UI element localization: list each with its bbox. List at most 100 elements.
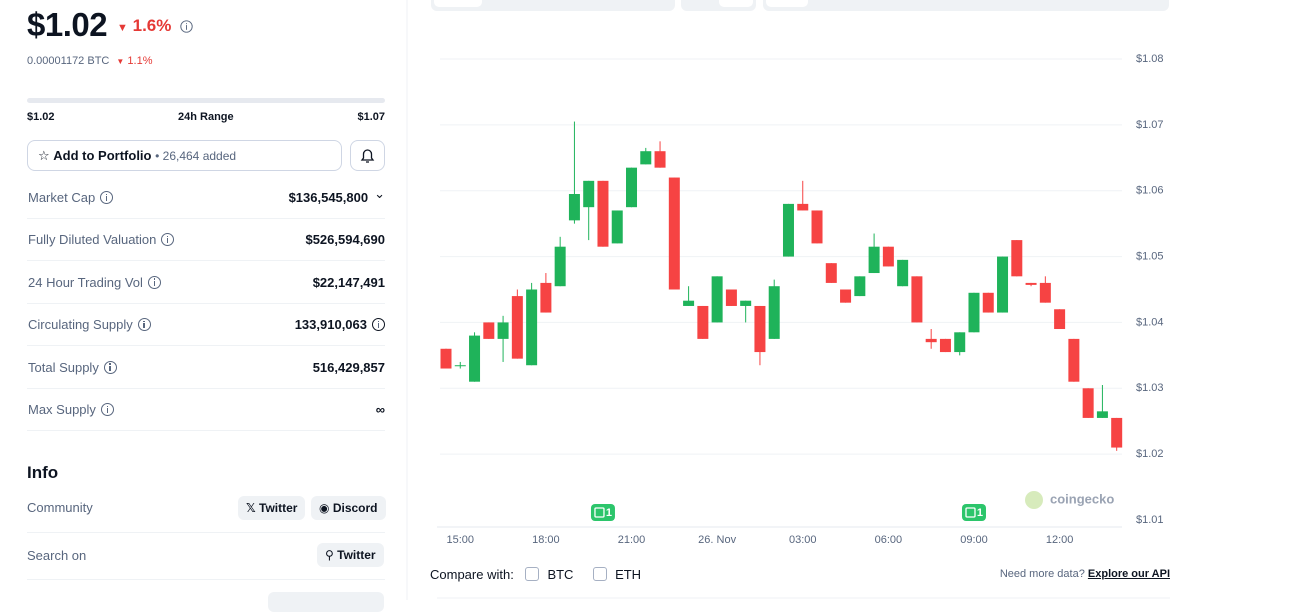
toolbar-range-active[interactable]: [766, 0, 808, 7]
toolbar-type-active[interactable]: [719, 0, 753, 7]
candle-body: [711, 276, 723, 323]
toolbar-range[interactable]: [763, 0, 1169, 11]
x-tick-label: 21:00: [618, 534, 646, 546]
watermark-logo: [1025, 491, 1043, 509]
candle-body: [526, 289, 538, 366]
compare-btc[interactable]: BTC: [525, 567, 573, 582]
candle-body: [626, 167, 638, 208]
x-tick-label: 12:00: [1046, 534, 1074, 546]
info-icon[interactable]: [100, 191, 114, 204]
compare-label: Compare with:: [430, 567, 514, 582]
stat-label-text: Total Supply: [28, 359, 99, 375]
candle-body: [1096, 411, 1108, 418]
stat-label-text: 24 Hour Trading Vol: [28, 274, 143, 290]
toolbar-tabs[interactable]: [431, 0, 675, 11]
stat-row: Fully Diluted Valuation $526,594,690: [27, 218, 385, 262]
y-tick-label: $1.01: [1136, 514, 1164, 526]
candle-body: [554, 246, 566, 287]
y-tick-label: $1.07: [1136, 119, 1164, 131]
btc-change: 1.1%: [127, 55, 153, 67]
candle-body: [440, 348, 452, 369]
candle-body: [611, 210, 623, 244]
candle-body: [668, 177, 680, 290]
info-icon[interactable]: [372, 318, 385, 332]
candle-body: [1039, 282, 1051, 303]
stat-value-text: $136,545,800: [288, 190, 369, 205]
api-link[interactable]: Explore our API: [1087, 568, 1170, 580]
compare-btc-label: BTC: [547, 567, 574, 582]
y-tick-label: $1.05: [1136, 250, 1164, 262]
info-icon[interactable]: [100, 403, 114, 416]
candle-body: [640, 151, 652, 165]
add-portfolio-label: Add to Portfolio: [53, 148, 152, 163]
stat-value: ∞: [376, 402, 385, 417]
candle-body: [1025, 282, 1037, 285]
stat-label-text: Market Cap: [28, 190, 96, 205]
x-tick-label: 09:00: [960, 534, 988, 546]
candle-body: [954, 332, 966, 353]
y-tick-label: $1.08: [1136, 53, 1164, 65]
candle-body: [725, 289, 737, 306]
range-low: $1.02: [27, 111, 55, 123]
info-icon[interactable]: [103, 360, 117, 374]
candle-body: [568, 194, 580, 221]
add-portfolio[interactable]: ☆ Add to Portfolio • 26,464 added: [27, 140, 342, 171]
y-tick-label: $1.02: [1136, 448, 1164, 460]
candle-body: [854, 276, 866, 297]
info-title: Info: [27, 463, 59, 482]
candle-body: [1054, 309, 1066, 330]
range-high: $1.07: [357, 111, 385, 123]
candle-body: [497, 322, 509, 339]
candle-body: [683, 300, 695, 306]
stat-value-text: $526,594,690: [305, 232, 385, 248]
stat-label: Fully Diluted Valuation: [28, 232, 175, 247]
community-label: Community: [27, 500, 93, 515]
x-tick-label: 26. Nov: [698, 534, 736, 546]
candle-body: [583, 180, 595, 208]
stat-label: 24 Hour Trading Vol: [28, 275, 161, 290]
stat-value: $22,147,491: [313, 275, 385, 290]
candle-body: [825, 263, 837, 283]
x-tick-label: 03:00: [789, 534, 817, 546]
discord-link[interactable]: ◉ Discord: [311, 496, 386, 520]
x-tick-label: 06:00: [875, 534, 903, 546]
candle-body: [654, 151, 666, 168]
candle-body: [840, 289, 852, 303]
candle-body: [740, 300, 752, 306]
candle-body: [782, 203, 794, 257]
info-rule: [27, 532, 385, 533]
info-icon[interactable]: [147, 275, 161, 289]
candle-body: [597, 180, 609, 247]
candle-body: [469, 335, 481, 382]
event-label: 1: [606, 507, 612, 519]
candle-body: [511, 296, 523, 359]
twitter-link[interactable]: 𝕏 Twitter: [238, 496, 306, 520]
api-more: Need more data?: [999, 568, 1085, 580]
y-tick-label: $1.03: [1136, 382, 1164, 394]
info-icon[interactable]: [137, 318, 151, 332]
candle-body: [939, 338, 951, 353]
candle-body: [797, 203, 809, 211]
api-note: Need more data? Explore our API: [1000, 568, 1170, 580]
info-icon[interactable]: [180, 20, 194, 33]
cut-pill[interactable]: [268, 592, 384, 612]
stat-row: Total Supply 516,429,857: [27, 346, 385, 389]
info-rule: [27, 579, 385, 580]
stat-row: 24 Hour Trading Vol $22,147,491: [27, 261, 385, 304]
stat-label-text: Max Supply: [28, 402, 96, 417]
candle-body: [483, 322, 495, 339]
search-label: Search on: [27, 548, 87, 563]
twitter-label: Twitter: [259, 501, 298, 515]
stat-label: Max Supply: [28, 402, 114, 417]
alert-button[interactable]: [350, 140, 385, 171]
toolbar-tab[interactable]: [434, 0, 482, 7]
info-icon[interactable]: [161, 233, 175, 247]
candle-body: [540, 282, 552, 313]
event-label: 1: [977, 507, 983, 519]
compare-eth[interactable]: ETH: [593, 567, 641, 582]
search-twitter[interactable]: ⚲ Twitter: [317, 543, 384, 567]
candle-body: [1111, 417, 1123, 448]
expand-icon[interactable]: ⌄: [374, 186, 385, 201]
candle-body: [968, 292, 980, 333]
x-tick-label: 15:00: [447, 534, 475, 546]
